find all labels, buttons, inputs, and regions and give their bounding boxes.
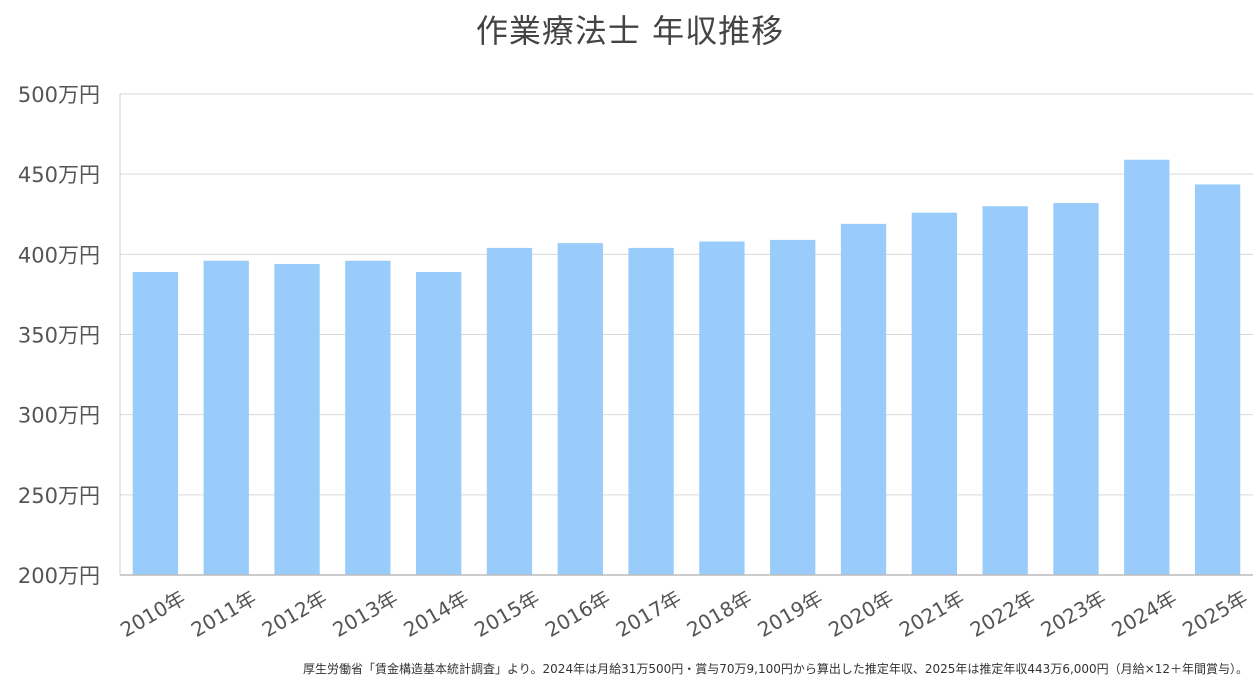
x-tick-label: 2018年 (683, 586, 756, 642)
x-tick-label: 2014年 (399, 586, 472, 642)
x-tick-label: 2011年 (187, 586, 260, 642)
chart-title: 作業療法士 年収推移 (475, 12, 785, 50)
y-tick-label: 500万円 (18, 83, 100, 107)
bar (415, 271, 462, 575)
x-tick-label: 2022年 (966, 586, 1039, 642)
bar (486, 247, 533, 576)
y-tick-label: 350万円 (18, 324, 100, 348)
bar (203, 260, 249, 575)
bar (1053, 203, 1099, 575)
x-tick-label: 2020年 (824, 586, 897, 642)
x-tick-label: 2021年 (895, 586, 968, 642)
bar (274, 263, 320, 575)
bar (699, 241, 745, 576)
bars (132, 159, 1241, 576)
x-tick-label: 2019年 (753, 586, 826, 642)
x-tick-label: 2013年 (329, 586, 402, 642)
x-tick-label: 2023年 (1037, 586, 1110, 642)
bar (982, 206, 1028, 575)
source-footnote: 厚生労働省「賃金構造基本統計調査」より。2024年は月給31万500円・賞与70… (303, 662, 1248, 676)
x-axis-ticks: 2010年2011年2012年2013年2014年2015年2016年2017年… (116, 586, 1252, 642)
y-tick-label: 300万円 (18, 404, 100, 428)
x-tick-label: 2012年 (258, 586, 331, 642)
bar (840, 223, 887, 575)
y-tick-label: 400万円 (18, 243, 100, 267)
bar (132, 271, 179, 575)
x-tick-label: 2024年 (1107, 586, 1180, 642)
bar (770, 239, 816, 576)
y-tick-label: 450万円 (18, 163, 100, 187)
bar (1194, 184, 1241, 576)
x-tick-label: 2010年 (116, 586, 189, 642)
x-tick-label: 2017年 (612, 586, 685, 642)
bar (628, 247, 674, 576)
x-tick-label: 2015年 (470, 586, 543, 642)
bar (1124, 159, 1170, 575)
y-tick-label: 250万円 (18, 484, 100, 508)
y-tick-label: 200万円 (18, 564, 100, 588)
bar (345, 260, 391, 575)
bar (557, 243, 603, 576)
x-tick-label: 2025年 (1178, 586, 1251, 642)
bar (911, 212, 958, 575)
x-tick-label: 2016年 (541, 586, 614, 642)
y-axis-ticks: 200万円 250万円 300万円 350万円 400万円 450万円 500万円 (18, 83, 100, 588)
